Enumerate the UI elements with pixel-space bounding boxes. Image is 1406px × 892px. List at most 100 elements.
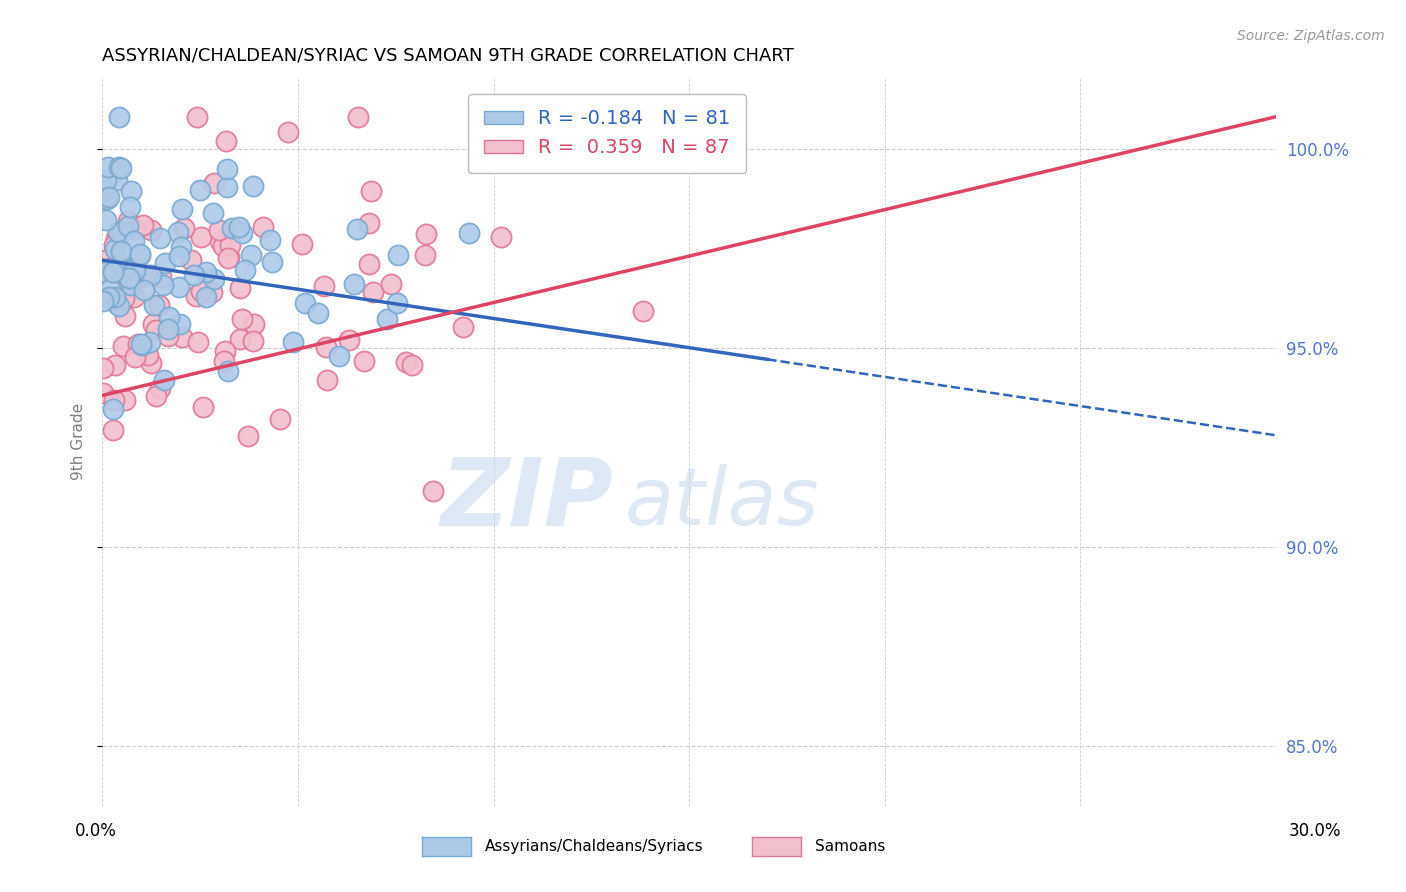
Point xyxy=(93,192,115,206)
Point xyxy=(291,237,314,252)
Point xyxy=(453,319,475,334)
Point xyxy=(479,138,502,153)
Point xyxy=(183,268,205,282)
Point xyxy=(121,258,143,272)
Point xyxy=(214,344,236,359)
Point xyxy=(194,290,217,304)
Point xyxy=(145,389,167,403)
Text: ZIP: ZIP xyxy=(440,453,613,546)
Point xyxy=(208,223,231,237)
Point xyxy=(120,201,142,215)
Point xyxy=(231,312,253,326)
Point xyxy=(188,183,211,197)
Point xyxy=(190,284,212,298)
Point xyxy=(201,285,224,300)
Point xyxy=(211,239,233,253)
Point xyxy=(173,220,195,235)
Point xyxy=(120,278,142,293)
Point xyxy=(395,355,418,369)
Point xyxy=(104,243,127,257)
Point xyxy=(422,483,444,498)
Point xyxy=(110,244,132,259)
Point xyxy=(138,348,160,362)
Text: 0.0%: 0.0% xyxy=(75,822,117,840)
Point xyxy=(328,349,350,363)
Point xyxy=(105,297,128,311)
Point xyxy=(215,134,238,148)
Point xyxy=(103,238,125,252)
Point xyxy=(142,298,165,312)
Point xyxy=(215,161,238,176)
Point xyxy=(111,225,134,239)
Point xyxy=(314,278,336,293)
Point xyxy=(346,222,368,236)
Point xyxy=(387,296,409,310)
Point xyxy=(103,260,125,274)
Point xyxy=(148,298,170,312)
Point xyxy=(375,311,398,326)
Point xyxy=(139,334,162,349)
Point xyxy=(117,213,139,227)
Point xyxy=(145,324,167,338)
Point xyxy=(156,329,179,343)
Point xyxy=(170,240,193,254)
Point xyxy=(415,227,437,241)
Point xyxy=(212,354,235,368)
Point xyxy=(97,190,120,204)
Point xyxy=(110,257,132,271)
Point xyxy=(94,252,117,267)
Point xyxy=(238,428,260,442)
Point xyxy=(101,265,124,279)
Point xyxy=(128,248,150,262)
Point xyxy=(96,192,118,206)
Point xyxy=(515,110,537,124)
Point xyxy=(91,361,114,376)
Point xyxy=(111,290,134,304)
Point xyxy=(242,179,264,194)
Y-axis label: 9th Grade: 9th Grade xyxy=(72,402,86,480)
Point xyxy=(190,229,212,244)
Point xyxy=(361,285,384,299)
Point xyxy=(149,231,172,245)
Point xyxy=(259,233,281,247)
Point xyxy=(124,222,146,236)
Point xyxy=(413,248,436,262)
Point xyxy=(219,238,242,252)
Point xyxy=(243,318,266,332)
Point xyxy=(229,332,252,346)
Point xyxy=(360,184,382,198)
Point xyxy=(240,248,263,262)
Point xyxy=(118,271,141,285)
Point xyxy=(252,219,274,234)
Point xyxy=(169,279,191,293)
Point xyxy=(281,335,304,350)
Point xyxy=(149,381,172,395)
Point xyxy=(139,356,162,370)
Point xyxy=(231,227,253,241)
Point xyxy=(491,230,513,244)
Point xyxy=(103,401,125,416)
Point xyxy=(202,272,225,286)
Point xyxy=(124,350,146,364)
Point xyxy=(380,277,402,291)
Point xyxy=(184,289,207,303)
Point xyxy=(229,281,252,295)
Point xyxy=(122,270,145,285)
Point xyxy=(120,184,142,198)
Text: Samoans: Samoans xyxy=(815,839,886,854)
Point xyxy=(269,412,291,426)
Point xyxy=(96,172,118,186)
Point xyxy=(217,180,239,194)
Point xyxy=(152,277,174,292)
Point xyxy=(124,262,146,277)
Point xyxy=(104,358,127,372)
Point xyxy=(105,173,128,187)
Point xyxy=(149,269,172,284)
Point xyxy=(127,336,149,351)
Point xyxy=(193,401,215,415)
Point xyxy=(337,334,360,348)
Point xyxy=(114,392,136,407)
Point xyxy=(277,124,299,138)
Point xyxy=(347,110,370,124)
Point xyxy=(141,268,163,282)
